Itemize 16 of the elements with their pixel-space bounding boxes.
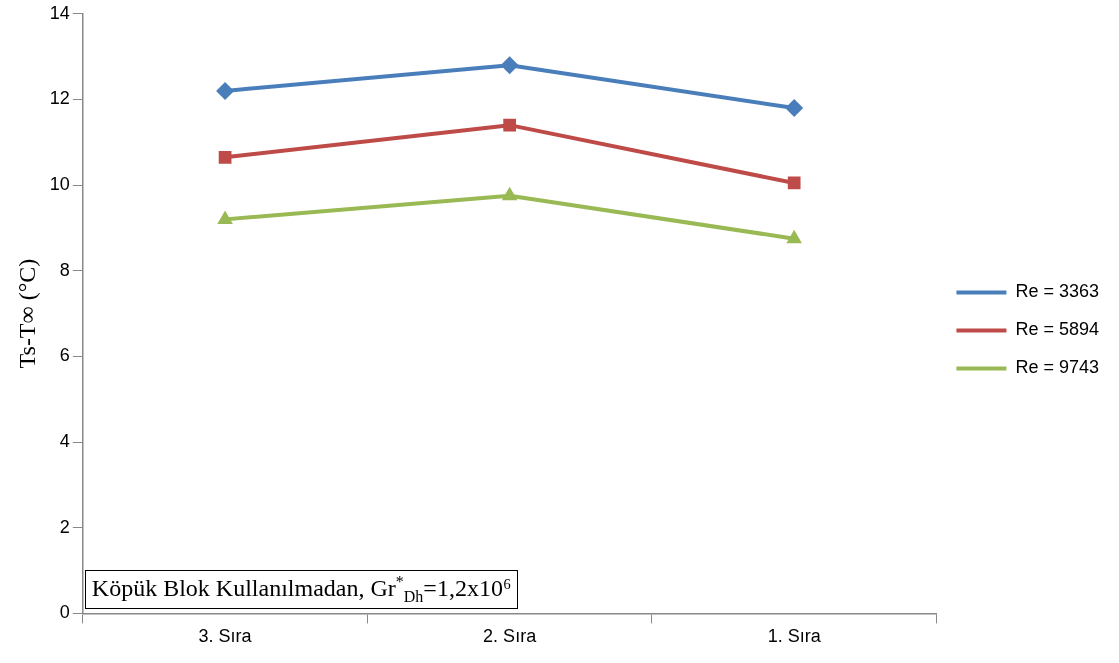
y-tick-label: 14 (49, 2, 70, 23)
y-tick-label: 6 (59, 345, 70, 366)
y-tick-label: 8 (59, 259, 70, 280)
x-tick-label: 2. Sıra (483, 626, 538, 647)
y-tick-label: 0 (59, 602, 70, 623)
y-tick-label: 4 (59, 431, 70, 452)
y-axis-title: Ts-T∞ (°C) (13, 258, 40, 369)
legend-label: Re = 3363 (1015, 281, 1100, 302)
legend-label: Re = 5894 (1015, 319, 1100, 340)
annotation: Köpük Blok Kullanılmadan, Gr$^{*}$$_{Dh}$=1,2x10⁶ (84, 570, 519, 610)
x-tick-label: 1. Sıra (767, 626, 822, 647)
x-tick-label: 3. Sıra (198, 626, 253, 647)
y-tick-label: 12 (49, 88, 70, 109)
y-tick-label: 10 (49, 174, 70, 195)
legend-label: Re = 9743 (1015, 357, 1100, 378)
y-tick-label: 2 (59, 516, 70, 537)
